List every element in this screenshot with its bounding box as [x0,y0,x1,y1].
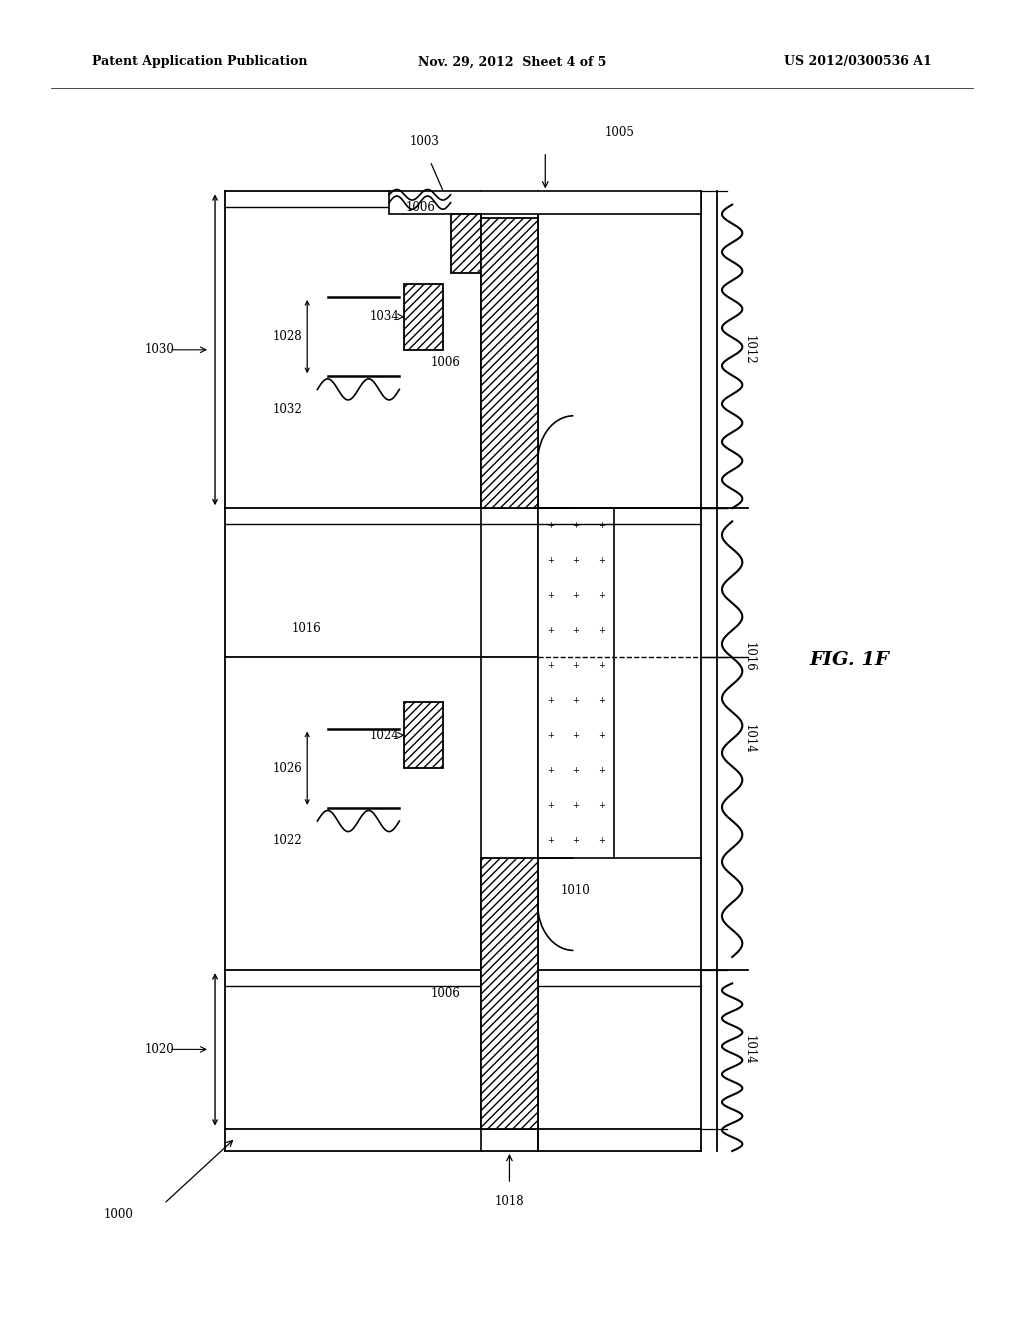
Text: +: + [598,836,605,845]
Text: +: + [572,801,580,810]
Text: US 2012/0300536 A1: US 2012/0300536 A1 [784,55,932,69]
Text: 1010: 1010 [561,884,591,898]
Text: 1034: 1034 [370,310,399,323]
Text: 1006: 1006 [406,201,435,214]
Text: +: + [547,556,554,565]
Bar [404,284,443,350]
Bar [538,508,614,858]
Text: +: + [572,766,580,775]
Text: 1032: 1032 [272,403,302,416]
Text: +: + [572,731,580,741]
Text: 1006: 1006 [431,356,461,370]
Text: +: + [598,591,605,601]
Text: +: + [598,626,605,635]
Text: +: + [598,731,605,741]
Text: 1012: 1012 [742,335,756,364]
Text: 1000: 1000 [103,1208,133,1221]
Text: +: + [547,626,554,635]
Bar [481,218,538,508]
Text: 1006: 1006 [431,987,461,999]
Text: 1022: 1022 [272,834,302,847]
Text: +: + [547,836,554,845]
Text: +: + [598,696,605,705]
Text: 1018: 1018 [495,1195,524,1208]
Text: 1030: 1030 [144,343,174,356]
Text: +: + [572,591,580,601]
Text: 1026: 1026 [272,762,302,775]
Text: Patent Application Publication: Patent Application Publication [92,55,307,69]
Text: +: + [572,661,580,671]
Text: +: + [598,801,605,810]
Text: +: + [598,766,605,775]
Text: 1016: 1016 [742,643,756,672]
Text: +: + [547,731,554,741]
Text: +: + [572,556,580,565]
Text: +: + [547,801,554,810]
Text: +: + [547,661,554,671]
Bar [404,702,443,768]
Text: Nov. 29, 2012  Sheet 4 of 5: Nov. 29, 2012 Sheet 4 of 5 [418,55,606,69]
Bar [389,191,701,214]
Text: +: + [547,696,554,705]
Text: +: + [572,626,580,635]
Text: +: + [598,521,605,531]
Text: 1020: 1020 [144,1043,174,1056]
Text: 1005: 1005 [604,125,635,139]
Text: 1014: 1014 [742,1035,756,1064]
Text: 1024: 1024 [370,729,399,742]
Text: 1028: 1028 [272,330,302,343]
Bar [481,858,538,1129]
Text: FIG. 1F: FIG. 1F [809,651,889,669]
Text: +: + [547,591,554,601]
Bar [451,214,481,273]
Text: +: + [572,836,580,845]
Text: +: + [598,556,605,565]
Text: 1014: 1014 [742,725,756,754]
Text: +: + [572,696,580,705]
Text: +: + [547,521,554,531]
Text: +: + [598,661,605,671]
Text: +: + [572,521,580,531]
Text: 1016: 1016 [292,622,322,635]
Text: 1003: 1003 [410,135,439,148]
Text: +: + [547,766,554,775]
